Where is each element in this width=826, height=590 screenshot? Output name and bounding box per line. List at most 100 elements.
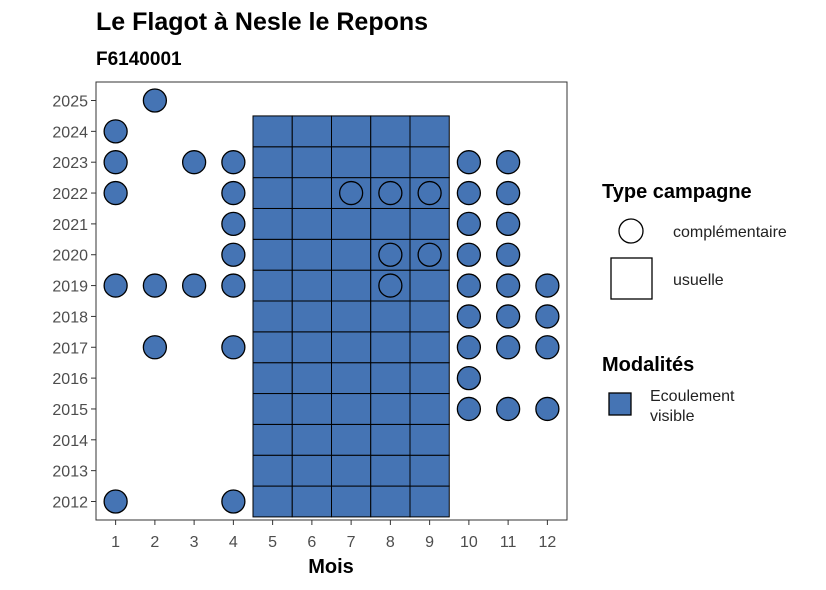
usuelle-square-9-2013 (409, 454, 450, 487)
y-tick-label: 2016 (52, 371, 88, 388)
complementaire-point-11-2017 (495, 335, 521, 360)
usuelle-square-7-2012 (331, 485, 372, 518)
complementaire-point-1-2019 (103, 273, 128, 298)
x-tick-label: 6 (307, 534, 316, 551)
complementaire-point-10-2023 (456, 150, 482, 175)
usuelle-square-6-2019 (291, 269, 332, 302)
usuelle-square-7-2014 (331, 423, 372, 456)
complementaire-point-11-2020 (495, 242, 521, 267)
complementaire-point-1-2012 (103, 489, 128, 514)
usuelle-square-9-2014 (409, 423, 450, 456)
complementaire-point-9-2020 (417, 242, 442, 267)
usuelle-square-8-2020 (370, 238, 411, 271)
x-tick-label: 5 (268, 534, 277, 551)
usuelle-square-6-2016 (291, 362, 332, 395)
usuelle-square-7-2023 (331, 146, 372, 179)
complementaire-point-8-2022 (378, 180, 403, 206)
y-tick-label: 2020 (52, 248, 88, 265)
complementaire-point-4-2020 (221, 242, 246, 267)
legend-label-complementaire: complémentaire (673, 224, 787, 241)
complementaire-point-7-2022 (338, 180, 364, 206)
usuelle-square-8-2022 (370, 177, 411, 209)
complementaire-point-10-2015 (456, 396, 482, 422)
y-tick-label: 2012 (52, 494, 88, 511)
y-tick-label: 2018 (52, 309, 88, 326)
complementaire-point-1-2024 (103, 119, 128, 144)
legend-label-ecoulement: Ecoulement (650, 388, 735, 405)
usuelle-square-8-2019 (370, 269, 411, 302)
usuelle-square-5-2016 (252, 362, 293, 395)
legend-square-key (610, 257, 653, 300)
usuelle-square-6-2022 (291, 177, 332, 209)
usuelle-square-5-2015 (252, 393, 293, 425)
y-tick-label: 2025 (52, 94, 88, 111)
complementaire-point-4-2021 (221, 211, 246, 237)
x-tick-label: 4 (229, 534, 238, 551)
usuelle-square-7-2020 (331, 238, 372, 271)
usuelle-square-8-2016 (370, 362, 411, 395)
y-tick-label: 2017 (52, 340, 88, 357)
x-tick-label: 9 (425, 534, 434, 551)
usuelle-square-5-2017 (252, 331, 293, 364)
x-tick-label: 11 (500, 534, 517, 551)
complementaire-point-4-2022 (221, 180, 246, 206)
complementaire-point-10-2018 (456, 304, 482, 329)
usuelle-square-9-2018 (409, 300, 450, 333)
usuelle-square-8-2015 (370, 393, 411, 425)
complementaire-point-11-2019 (495, 273, 521, 298)
usuelle-square-7-2013 (331, 454, 372, 487)
legend-label-usuelle: usuelle (673, 272, 724, 289)
usuelle-square-5-2018 (252, 300, 293, 333)
x-tick-label: 10 (460, 534, 478, 551)
usuelle-square-7-2016 (331, 362, 372, 395)
complementaire-circles (103, 88, 560, 514)
usuelle-square-7-2019 (331, 269, 372, 302)
usuelle-square-6-2024 (291, 115, 332, 148)
usuelle-square-8-2024 (370, 115, 411, 148)
usuelle-square-9-2022 (409, 177, 450, 209)
complementaire-point-8-2019 (378, 273, 403, 298)
complementaire-point-12-2018 (535, 304, 560, 329)
complementaire-point-1-2022 (103, 180, 128, 206)
legend-fill-title: Modalités (602, 354, 694, 376)
y-tick-label: 2014 (52, 433, 88, 450)
usuelle-square-5-2023 (252, 146, 293, 179)
legend-fill-key (608, 392, 632, 416)
complementaire-point-8-2020 (378, 242, 403, 267)
x-tick-label: 12 (538, 534, 556, 551)
complementaire-point-11-2021 (495, 211, 521, 237)
y-tick-label: 2019 (52, 279, 88, 296)
usuelle-square-9-2017 (409, 331, 450, 364)
complementaire-point-10-2021 (456, 211, 482, 237)
usuelle-square-9-2016 (409, 362, 450, 395)
usuelle-square-8-2012 (370, 485, 411, 518)
complementaire-point-4-2023 (221, 150, 246, 175)
y-tick-label: 2024 (52, 124, 88, 141)
complementaire-point-12-2017 (535, 335, 560, 360)
usuelle-square-7-2021 (331, 207, 372, 240)
complementaire-point-11-2018 (495, 304, 521, 329)
complementaire-point-3-2023 (181, 150, 207, 175)
usuelle-square-8-2017 (370, 331, 411, 364)
usuelle-square-7-2022 (331, 177, 372, 209)
complementaire-point-10-2016 (456, 365, 482, 391)
usuelle-square-8-2023 (370, 146, 411, 179)
usuelle-square-5-2022 (252, 177, 293, 209)
usuelle-square-8-2018 (370, 300, 411, 333)
usuelle-square-6-2018 (291, 300, 332, 333)
usuelle-square-7-2017 (331, 331, 372, 364)
usuelle-square-9-2021 (409, 207, 450, 240)
usuelle-square-6-2013 (291, 454, 332, 487)
legend-shape-title: Type campagne (602, 181, 752, 203)
usuelle-square-5-2019 (252, 269, 293, 302)
complementaire-point-10-2020 (456, 242, 482, 267)
legend-label-visible: visible (650, 408, 695, 425)
complementaire-point-11-2015 (495, 396, 521, 422)
usuelle-square-8-2013 (370, 454, 411, 487)
usuelle-square-9-2020 (409, 238, 450, 271)
complementaire-point-10-2022 (456, 180, 482, 206)
usuelle-square-5-2024 (252, 115, 293, 148)
complementaire-point-2-2017 (142, 335, 168, 360)
y-axis: 2012 2013 2014 2015 2016 2017 2018 2019 2020 2021… (52, 94, 96, 511)
